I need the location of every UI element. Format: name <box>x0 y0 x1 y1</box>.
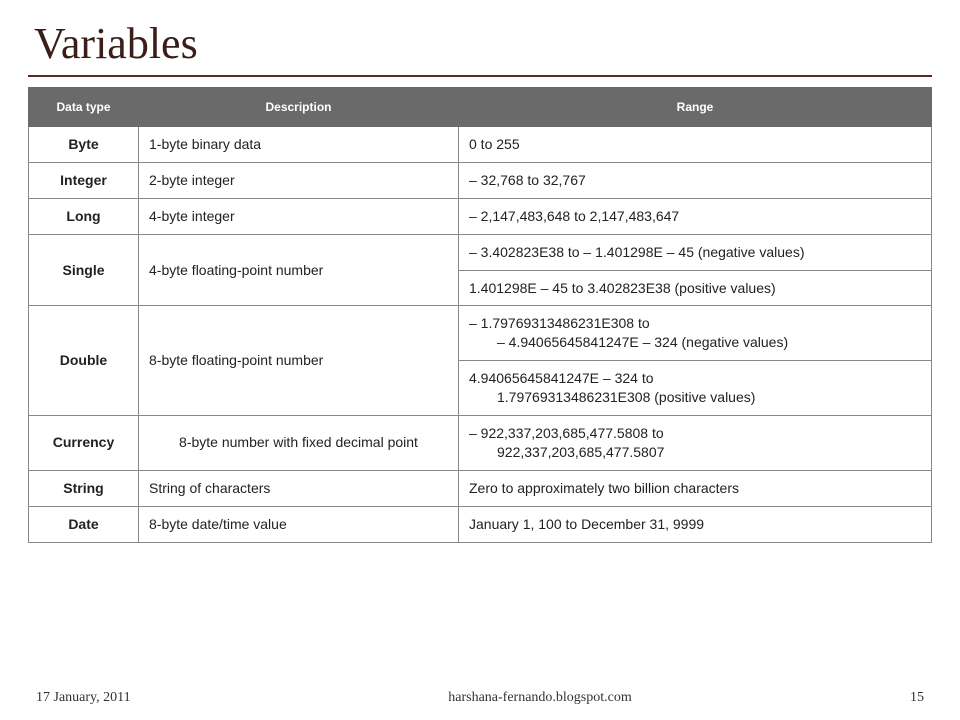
cell-desc: 8-byte number with fixed decimal point <box>139 416 459 471</box>
cell-type: Long <box>29 198 139 234</box>
table-row: Long4-byte integer– 2,147,483,648 to 2,1… <box>29 198 932 234</box>
cell-desc: 4-byte floating-point number <box>139 234 459 306</box>
cell-range: – 3.402823E38 to – 1.401298E – 45 (negat… <box>459 234 932 270</box>
table-row: Date8-byte date/time valueJanuary 1, 100… <box>29 506 932 542</box>
cell-type: Byte <box>29 127 139 163</box>
datatype-table: Data type Description Range Byte1-byte b… <box>28 87 932 543</box>
cell-range: 0 to 255 <box>459 127 932 163</box>
table-header-row: Data type Description Range <box>29 88 932 127</box>
cell-desc: 1-byte binary data <box>139 127 459 163</box>
table-row: Single4-byte floating-point number– 3.40… <box>29 234 932 270</box>
cell-desc: 4-byte integer <box>139 198 459 234</box>
table-row: StringString of charactersZero to approx… <box>29 470 932 506</box>
table-row: Double8-byte floating-point number– 1.79… <box>29 306 932 361</box>
footer-site: harshana-fernando.blogspot.com <box>216 690 864 706</box>
cell-desc: String of characters <box>139 470 459 506</box>
table-row: Currency8-byte number with fixed decimal… <box>29 416 932 471</box>
cell-range: Zero to approximately two billion charac… <box>459 470 932 506</box>
col-header-range: Range <box>459 88 932 127</box>
footer-date: 17 January, 2011 <box>36 690 216 706</box>
cell-range: January 1, 100 to December 31, 9999 <box>459 506 932 542</box>
cell-type: Single <box>29 234 139 306</box>
cell-range: – 2,147,483,648 to 2,147,483,647 <box>459 198 932 234</box>
cell-range: – 922,337,203,685,477.5808 to922,337,203… <box>459 416 932 471</box>
cell-desc: 2-byte integer <box>139 162 459 198</box>
col-header-desc: Description <box>139 88 459 127</box>
cell-type: Double <box>29 306 139 416</box>
cell-range: 1.401298E – 45 to 3.402823E38 (positive … <box>459 270 932 306</box>
cell-range: 4.94065645841247E – 324 to1.797693134862… <box>459 361 932 416</box>
cell-type: Integer <box>29 162 139 198</box>
table-row: Integer2-byte integer– 32,768 to 32,767 <box>29 162 932 198</box>
footer-page: 15 <box>864 690 924 706</box>
slide-title: Variables <box>34 18 932 69</box>
title-rule: Variables <box>28 18 932 77</box>
cell-range: – 32,768 to 32,767 <box>459 162 932 198</box>
slide-footer: 17 January, 2011 harshana-fernando.blogs… <box>0 690 960 706</box>
cell-type: Currency <box>29 416 139 471</box>
cell-range: – 1.79769313486231E308 to– 4.94065645841… <box>459 306 932 361</box>
col-header-type: Data type <box>29 88 139 127</box>
cell-type: String <box>29 470 139 506</box>
cell-desc: 8-byte date/time value <box>139 506 459 542</box>
cell-type: Date <box>29 506 139 542</box>
cell-desc: 8-byte floating-point number <box>139 306 459 416</box>
table-row: Byte1-byte binary data0 to 255 <box>29 127 932 163</box>
